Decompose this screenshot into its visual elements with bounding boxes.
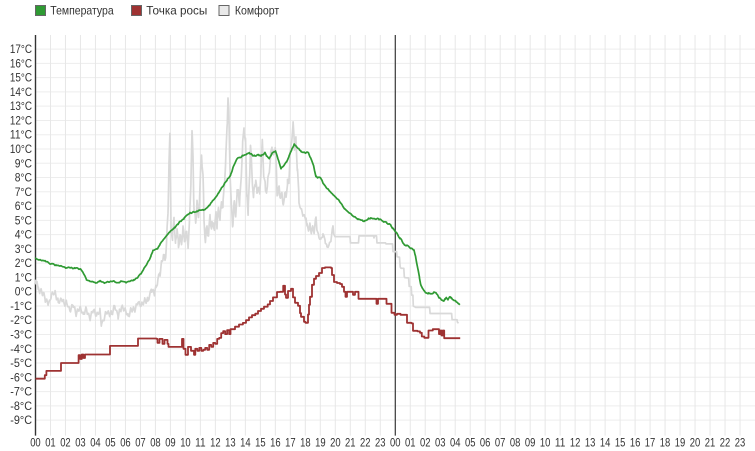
- svg-text:20: 20: [690, 436, 701, 450]
- svg-text:08: 08: [150, 436, 161, 450]
- svg-text:18: 18: [660, 436, 671, 450]
- svg-text:18: 18: [300, 436, 311, 450]
- svg-text:08: 08: [510, 436, 521, 450]
- svg-text:22: 22: [720, 436, 731, 450]
- svg-text:10: 10: [180, 436, 191, 450]
- svg-text:21: 21: [705, 436, 716, 450]
- svg-text:15: 15: [615, 436, 626, 450]
- svg-text:6°C: 6°C: [15, 199, 33, 213]
- svg-text:04: 04: [450, 436, 461, 450]
- svg-text:13: 13: [225, 436, 236, 450]
- svg-text:-5°C: -5°C: [10, 356, 32, 370]
- svg-text:00: 00: [390, 436, 401, 450]
- svg-text:12: 12: [210, 436, 221, 450]
- svg-text:4°C: 4°C: [15, 228, 33, 242]
- svg-text:09: 09: [525, 436, 536, 450]
- svg-text:-2°C: -2°C: [10, 313, 32, 327]
- svg-text:5°C: 5°C: [15, 213, 33, 227]
- svg-text:14: 14: [600, 436, 611, 450]
- svg-text:06: 06: [120, 436, 131, 450]
- svg-text:11°C: 11°C: [10, 128, 32, 142]
- svg-text:3°C: 3°C: [15, 242, 33, 256]
- svg-text:05: 05: [465, 436, 476, 450]
- svg-text:16: 16: [270, 436, 281, 450]
- svg-text:07: 07: [135, 436, 146, 450]
- svg-text:05: 05: [105, 436, 116, 450]
- svg-text:-7°C: -7°C: [10, 385, 32, 399]
- svg-text:02: 02: [420, 436, 431, 450]
- svg-text:-3°C: -3°C: [10, 328, 32, 342]
- svg-text:20: 20: [330, 436, 341, 450]
- svg-text:16°C: 16°C: [10, 56, 32, 70]
- svg-text:Температура: Температура: [50, 4, 114, 18]
- svg-text:10°C: 10°C: [10, 142, 32, 156]
- svg-text:13: 13: [585, 436, 596, 450]
- svg-text:01: 01: [45, 436, 56, 450]
- svg-text:8°C: 8°C: [15, 171, 33, 185]
- svg-text:11: 11: [555, 436, 566, 450]
- svg-text:-9°C: -9°C: [10, 413, 32, 427]
- svg-text:12°C: 12°C: [10, 113, 32, 127]
- svg-text:17: 17: [645, 436, 656, 450]
- svg-text:01: 01: [405, 436, 416, 450]
- svg-text:-8°C: -8°C: [10, 399, 32, 413]
- svg-text:02: 02: [60, 436, 71, 450]
- svg-text:13°C: 13°C: [10, 99, 32, 113]
- svg-text:7°C: 7°C: [15, 185, 33, 199]
- svg-text:03: 03: [75, 436, 86, 450]
- svg-text:19: 19: [675, 436, 686, 450]
- svg-text:12: 12: [570, 436, 581, 450]
- svg-text:15: 15: [255, 436, 266, 450]
- svg-text:23: 23: [735, 436, 746, 450]
- svg-text:9°C: 9°C: [15, 156, 33, 170]
- svg-text:-6°C: -6°C: [10, 370, 32, 384]
- svg-text:17°C: 17°C: [10, 42, 32, 56]
- svg-text:07: 07: [495, 436, 506, 450]
- svg-text:-4°C: -4°C: [10, 342, 32, 356]
- svg-text:Комфорт: Комфорт: [235, 4, 280, 18]
- svg-text:15°C: 15°C: [10, 71, 32, 85]
- svg-text:Точка росы: Точка росы: [146, 4, 207, 18]
- svg-text:06: 06: [480, 436, 491, 450]
- svg-text:14°C: 14°C: [10, 85, 32, 99]
- svg-text:10: 10: [540, 436, 551, 450]
- svg-text:22: 22: [360, 436, 371, 450]
- svg-text:14: 14: [240, 436, 251, 450]
- svg-text:11: 11: [195, 436, 206, 450]
- svg-text:21: 21: [345, 436, 356, 450]
- svg-text:04: 04: [90, 436, 101, 450]
- svg-text:09: 09: [165, 436, 176, 450]
- svg-text:17: 17: [285, 436, 296, 450]
- svg-text:03: 03: [435, 436, 446, 450]
- svg-text:16: 16: [630, 436, 641, 450]
- svg-text:1°C: 1°C: [15, 270, 33, 284]
- svg-text:0°C: 0°C: [15, 285, 33, 299]
- svg-text:-1°C: -1°C: [10, 299, 32, 313]
- svg-text:2°C: 2°C: [15, 256, 33, 270]
- svg-text:23: 23: [375, 436, 386, 450]
- svg-text:00: 00: [30, 436, 41, 450]
- svg-text:19: 19: [315, 436, 326, 450]
